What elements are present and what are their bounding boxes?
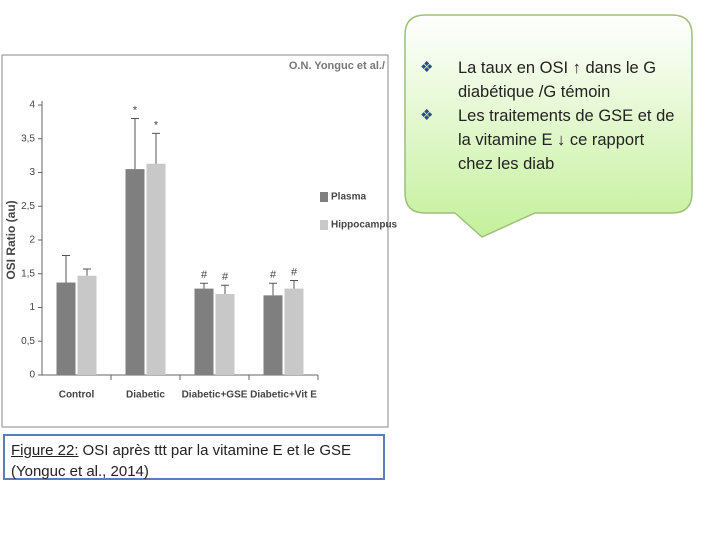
x-tick-label: Diabetic+GSE [182, 390, 248, 401]
error-bar [62, 255, 70, 283]
error-bar [200, 282, 208, 289]
y-tick-label: 2 [29, 235, 35, 246]
y-tick-label: 1 [29, 302, 35, 313]
caption-text: OSI après ttt par la vitamine E et le GS… [11, 442, 351, 480]
bullet: La taux en OSI ↑ dans le G diabétique /G… [420, 56, 682, 104]
bullet: Les traitements de GSE et de la vitamine… [420, 104, 682, 176]
bar [263, 295, 283, 375]
y-tick-label: 3 [29, 167, 35, 178]
source-note: O.N. Yonguc et al./ [289, 60, 385, 72]
error-bar [131, 118, 139, 170]
legend-label: Hippocampus [331, 220, 398, 231]
y-axis-label: OSI Ratio (au) [4, 200, 18, 279]
bar [194, 288, 214, 375]
error-bar [83, 268, 91, 276]
caption: Figure 22: OSI après ttt par la vitamine … [3, 434, 385, 480]
bar [215, 294, 235, 375]
y-tick-label: 1,5 [21, 268, 35, 279]
legend-swatch [320, 192, 328, 202]
y-tick-label: 0 [29, 370, 35, 381]
error-bar [221, 284, 229, 294]
y-tick-label: 2,5 [21, 201, 35, 212]
x-tick-label: Control [59, 390, 95, 401]
caption-label: Figure 22: [11, 442, 79, 459]
bar [77, 275, 97, 375]
x-tick-label: Diabetic [126, 390, 165, 401]
bar [56, 282, 76, 375]
significance-mark: # [222, 271, 229, 283]
error-bar [269, 282, 277, 296]
significance-mark: # [291, 266, 298, 278]
error-bar [290, 280, 298, 289]
legend-swatch [320, 220, 328, 230]
significance-mark: # [201, 269, 208, 281]
error-bar [152, 132, 160, 164]
bar [146, 163, 166, 375]
legend-label: Plasma [331, 192, 366, 203]
bar [125, 169, 145, 375]
x-tick-label: Diabetic+Vit E [250, 390, 317, 401]
callout: La taux en OSI ↑ dans le G diabétique /G… [420, 56, 682, 176]
bar [284, 288, 304, 375]
significance-mark: * [154, 119, 159, 131]
y-tick-label: 3,5 [21, 133, 35, 144]
y-tick-label: 4 [29, 100, 35, 111]
significance-mark: * [133, 104, 138, 116]
y-tick-label: 0,5 [21, 336, 35, 347]
significance-mark: # [270, 269, 277, 281]
